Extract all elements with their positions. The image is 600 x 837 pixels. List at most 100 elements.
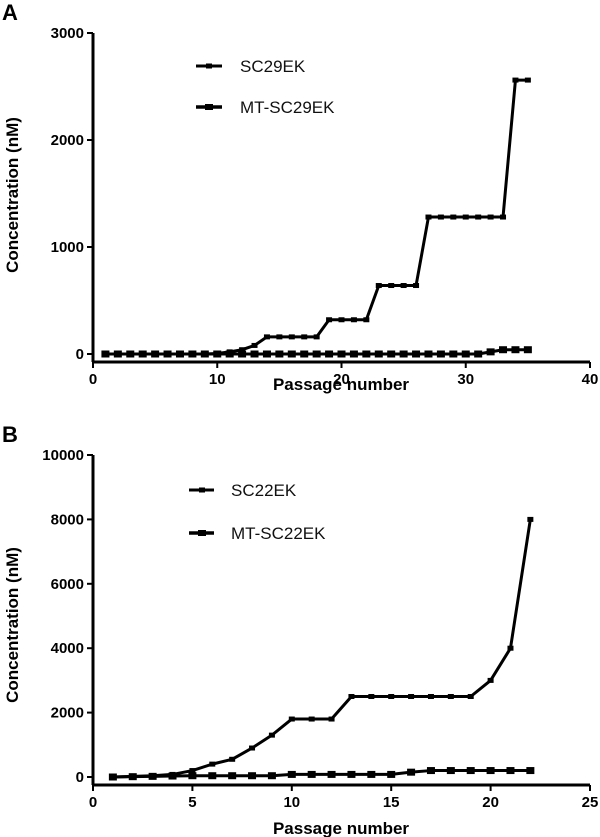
x-tick-label: 40 <box>582 371 599 388</box>
y-tick-label: 3000 <box>51 25 84 42</box>
data-point-marker <box>267 772 276 780</box>
data-point-marker <box>229 756 236 762</box>
data-point-marker <box>407 768 416 776</box>
data-point-marker <box>347 770 356 778</box>
data-point-marker <box>325 350 334 358</box>
x-tick-label: 20 <box>333 371 350 388</box>
legend-label-sc22ek: SC22EK <box>231 481 297 500</box>
x-axis-title-a: Passage number <box>273 375 409 394</box>
data-point-marker <box>426 767 435 775</box>
data-point-marker <box>268 732 275 738</box>
data-point-marker <box>188 772 197 780</box>
x-tick-label: 5 <box>188 794 196 811</box>
series-b <box>108 516 535 781</box>
x-axis-title-b: Passage number <box>273 819 409 837</box>
data-point-marker <box>511 346 520 354</box>
data-point-marker <box>138 350 147 358</box>
data-point-marker <box>239 347 246 353</box>
x-tick-label: 10 <box>209 371 226 388</box>
data-point-marker <box>512 77 519 83</box>
data-point-marker <box>527 516 534 522</box>
data-point-marker <box>189 768 196 774</box>
data-point-marker <box>506 767 515 775</box>
data-point-marker <box>126 350 135 358</box>
data-point-marker <box>524 77 531 83</box>
data-point-marker <box>163 350 172 358</box>
legend-a: SC29EK MT-SC29EK <box>196 57 335 117</box>
y-axis-title-b: Concentration (nM) <box>3 547 22 703</box>
data-point-marker <box>101 350 110 358</box>
y-tick-label: 2000 <box>51 132 84 149</box>
x-tick-label: 30 <box>457 371 474 388</box>
data-point-marker <box>113 350 122 358</box>
data-point-marker <box>486 767 495 775</box>
data-point-marker <box>287 350 296 358</box>
legend-marker-icon <box>206 63 212 69</box>
y-tick-label: 0 <box>76 346 84 363</box>
data-point-marker <box>487 214 494 220</box>
y-axis-title-a: Concentration (nM) <box>3 117 22 273</box>
data-point-marker <box>208 772 217 780</box>
data-point-marker <box>424 350 433 358</box>
x-tick-label: 20 <box>482 794 499 811</box>
data-point-marker <box>300 350 309 358</box>
data-point-marker <box>225 350 234 358</box>
data-point-marker <box>387 350 396 358</box>
data-point-marker <box>288 334 295 340</box>
data-point-marker <box>349 350 358 358</box>
data-point-marker <box>474 350 483 358</box>
panel-a: A Concentration (nM) Passage number 0100… <box>2 0 598 394</box>
data-point-marker <box>348 694 355 699</box>
data-point-marker <box>399 350 408 358</box>
data-point-marker <box>249 745 256 751</box>
data-point-marker <box>367 770 376 778</box>
x-tick-label: 10 <box>283 794 300 811</box>
legend-marker-icon <box>205 104 213 110</box>
y-tick-label: 8000 <box>51 511 84 528</box>
legend-label-mt-sc22ek: MT-SC22EK <box>231 524 326 543</box>
series-line-mt-sc22ek <box>112 769 531 779</box>
data-point-marker <box>301 334 308 340</box>
data-point-marker <box>467 694 474 699</box>
data-point-marker <box>475 214 482 220</box>
data-point-marker <box>425 214 432 220</box>
data-point-marker <box>148 772 157 780</box>
data-point-marker <box>387 770 396 778</box>
data-point-marker <box>436 350 445 358</box>
series-line-sc22ek <box>112 519 532 779</box>
data-point-marker <box>326 317 333 323</box>
data-point-marker <box>338 317 345 323</box>
data-point-marker <box>175 350 184 358</box>
axes-b: 0 2000 4000 6000 8000 10000 0 5 10 15 20 25 <box>42 447 598 811</box>
data-point-marker <box>262 350 271 358</box>
data-point-marker <box>388 694 395 699</box>
data-point-marker <box>209 761 216 767</box>
data-point-marker <box>213 350 222 358</box>
data-point-marker <box>312 350 321 358</box>
x-tick-label: 0 <box>89 794 97 811</box>
data-point-marker <box>128 773 137 781</box>
panel-label-b: B <box>2 422 18 447</box>
data-point-marker <box>408 694 415 699</box>
data-point-marker <box>250 350 259 358</box>
y-tick-label: 2000 <box>51 705 84 722</box>
data-point-marker <box>287 770 296 778</box>
data-point-marker <box>168 772 177 780</box>
axes-a: 0 1000 2000 3000 0 10 20 30 40 <box>51 25 599 388</box>
data-point-marker <box>276 334 283 340</box>
panel-label-a: A <box>2 0 18 25</box>
data-point-marker <box>500 214 507 220</box>
data-point-marker <box>228 772 237 780</box>
data-point-marker <box>466 767 475 775</box>
data-point-marker <box>238 350 247 358</box>
legend-label-mt-sc29ek: MT-SC29EK <box>240 98 335 117</box>
data-point-marker <box>362 350 371 358</box>
data-point-marker <box>328 716 335 722</box>
data-point-marker <box>450 214 457 220</box>
data-point-marker <box>350 317 357 323</box>
legend-b: SC22EK MT-SC22EK <box>189 481 326 543</box>
data-point-marker <box>374 350 383 358</box>
data-point-marker <box>288 716 295 722</box>
y-tick-label: 0 <box>76 769 84 786</box>
